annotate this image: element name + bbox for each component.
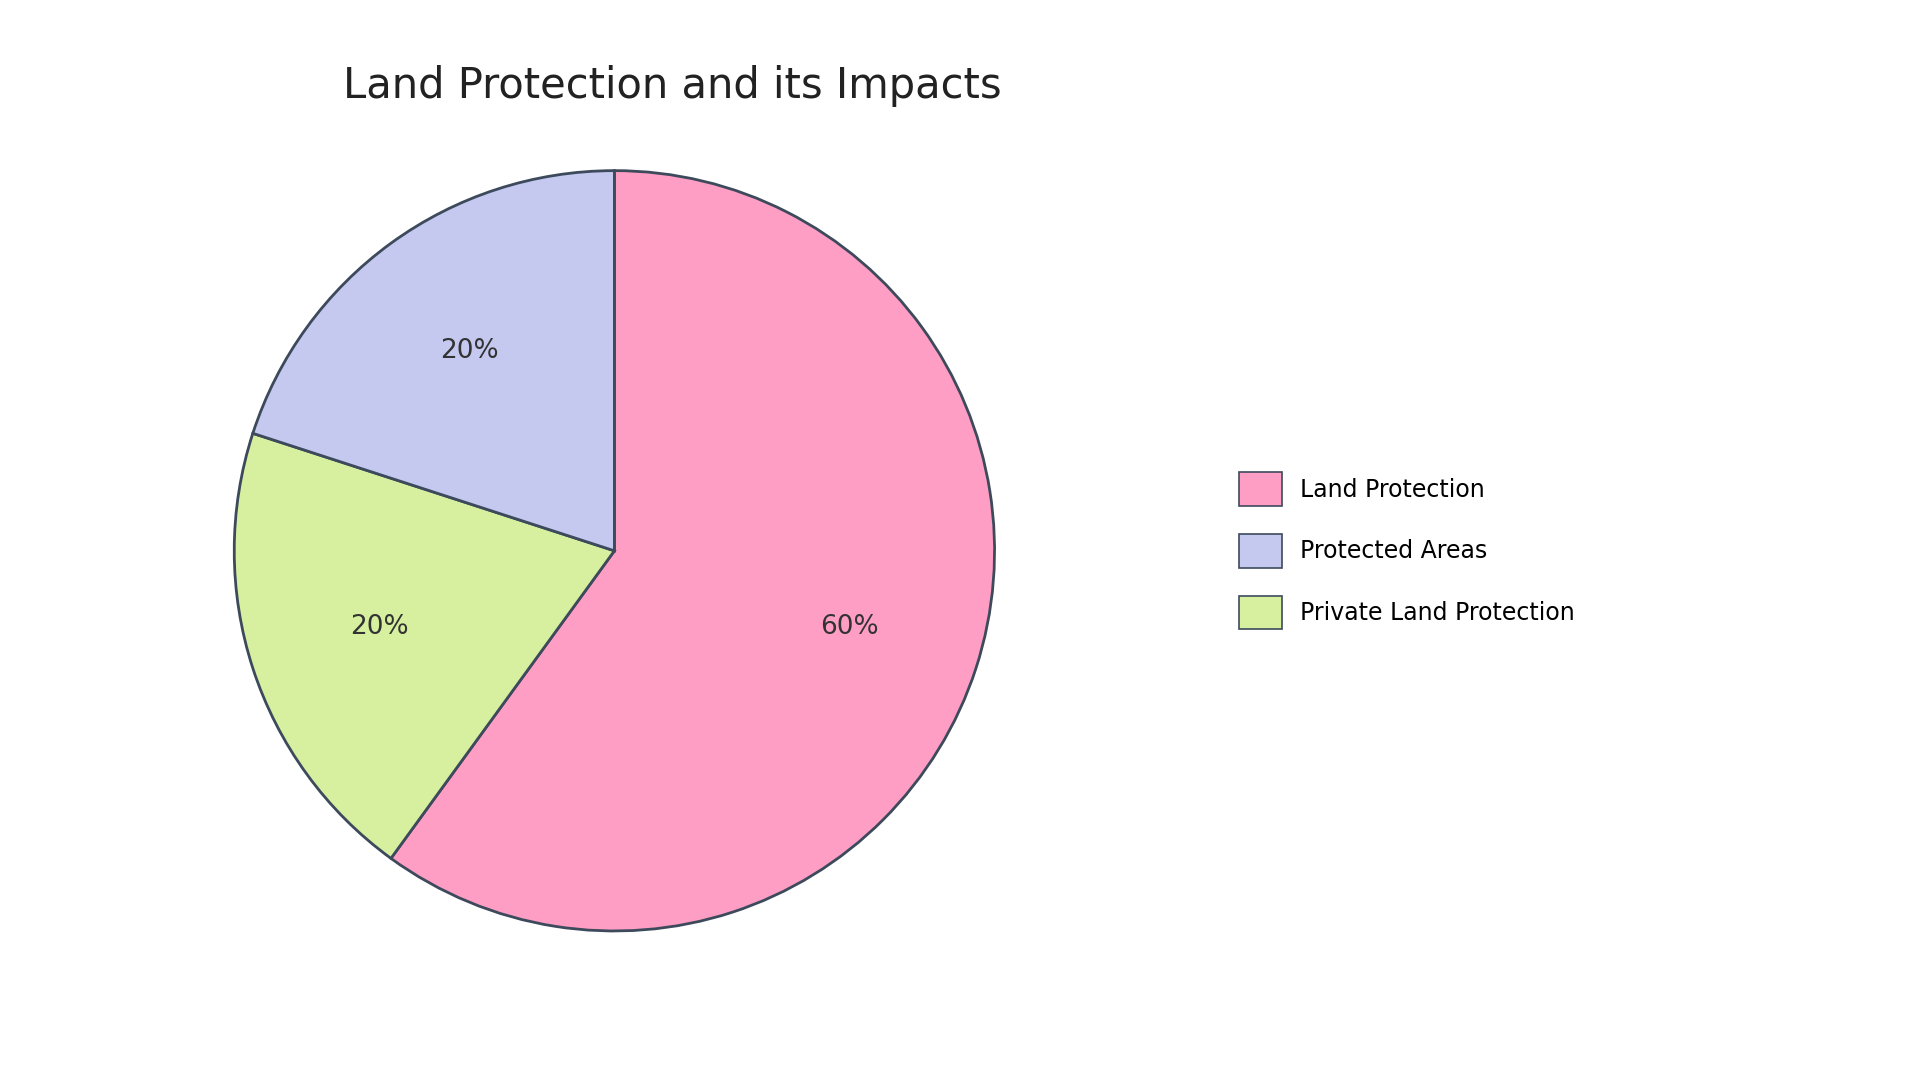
Wedge shape (234, 433, 614, 859)
Wedge shape (392, 171, 995, 931)
Text: 20%: 20% (349, 615, 409, 640)
Text: 60%: 60% (820, 615, 879, 640)
Text: Land Protection and its Impacts: Land Protection and its Impacts (342, 65, 1002, 107)
Legend: Land Protection, Protected Areas, Private Land Protection: Land Protection, Protected Areas, Privat… (1215, 449, 1599, 652)
Text: 20%: 20% (440, 338, 499, 364)
Wedge shape (253, 171, 614, 551)
